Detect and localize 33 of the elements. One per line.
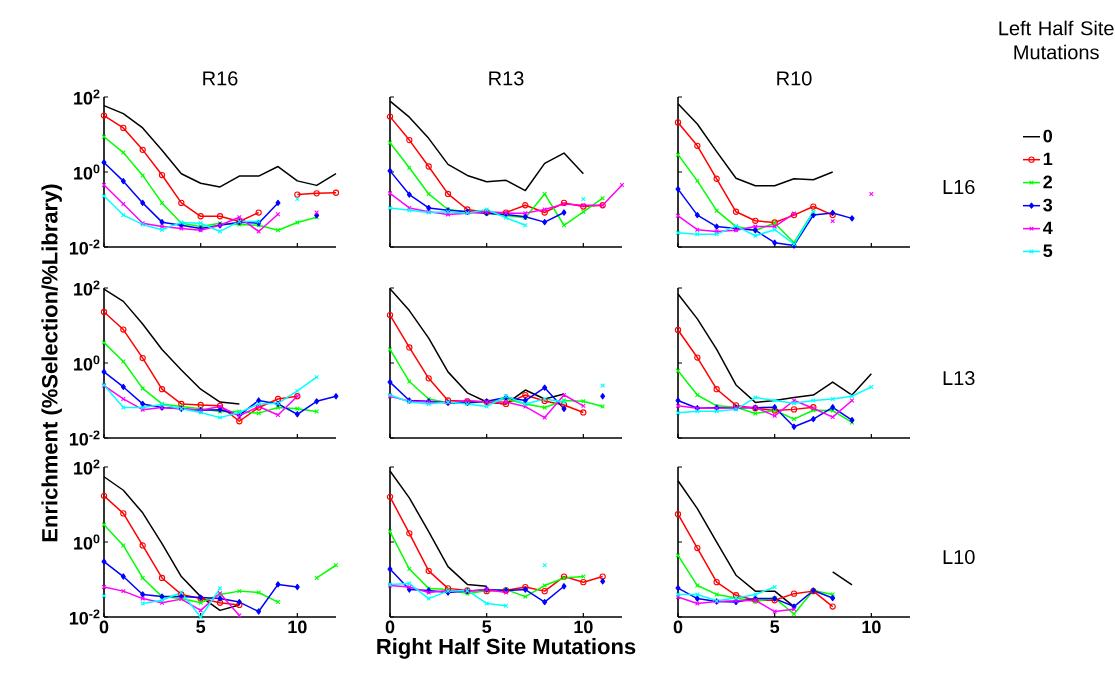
x-tick-label: 10: [862, 620, 881, 634]
y-tick-label: 10$^{2}$: [74, 280, 100, 296]
x-tick-label: 10: [288, 620, 307, 634]
chart-title: R13: [489, 71, 524, 86]
y-tick-label: 10$^{2}$: [74, 459, 100, 475]
legend-label: 1: [1043, 152, 1053, 166]
y-tick-label: 10$^{0}$: [74, 355, 100, 371]
y-tick-label: 10$^{2}$: [74, 89, 100, 105]
y-tick-label: 10$^{0}$: [74, 534, 100, 550]
y-axis-title: Enrichment (%Selection/%Library): [41, 184, 62, 542]
text: L16: [943, 179, 975, 195]
text: L13: [943, 370, 975, 386]
legend-label: 0: [1043, 129, 1053, 143]
text: L10: [943, 549, 975, 565]
x-tick-label: 5: [770, 620, 780, 634]
x-tick-label: 5: [196, 620, 206, 634]
x-tick-label: 0: [385, 620, 395, 634]
x-tick-label: 0: [99, 620, 109, 634]
y-tick-label: 10$^{-2}$: [69, 239, 100, 255]
y-tick-label: 10$^{0}$: [74, 164, 100, 180]
legend-label: 4: [1043, 221, 1053, 235]
legend-label: 2: [1043, 175, 1053, 189]
y-tick-label: 10$^{-2}$: [69, 430, 100, 446]
x-axis-title: Right Half Site Mutations: [377, 638, 636, 659]
x-tick-label: 5: [482, 620, 492, 634]
y-tick-label: 10$^{-2}$: [69, 609, 100, 625]
legend-label: 3: [1043, 198, 1053, 212]
legend-label: 5: [1043, 244, 1053, 258]
legend-title: Left Half Site Mutations: [999, 20, 1114, 60]
x-tick-label: 0: [673, 620, 683, 634]
x-tick-label: 10: [574, 620, 593, 634]
chart-title: R16: [203, 71, 238, 86]
chart-title: R10: [777, 71, 812, 86]
